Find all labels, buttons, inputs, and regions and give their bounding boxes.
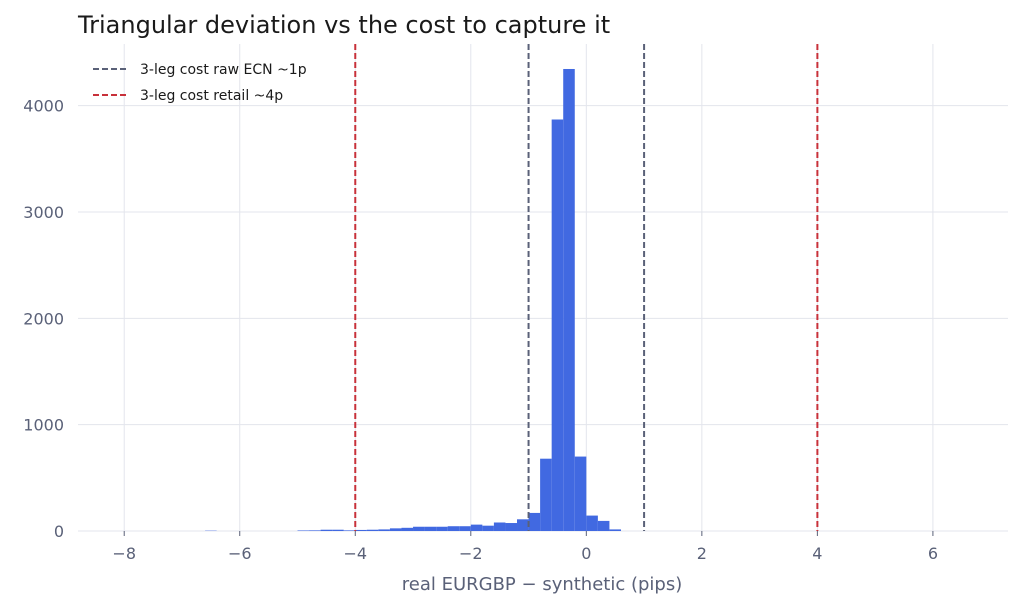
histogram-bar <box>332 529 344 531</box>
histogram-bar <box>540 458 552 531</box>
legend-label: 3-leg cost retail ~4p <box>140 88 283 104</box>
x-tick-label: 4 <box>812 544 822 563</box>
histogram-bar <box>309 530 321 531</box>
y-tick-label: 0 <box>54 522 64 541</box>
histogram-bar <box>597 520 610 531</box>
histogram-bar <box>401 527 414 531</box>
legend: 3-leg cost raw ECN ~1p 3-leg cost retail … <box>93 62 307 104</box>
histogram-bar <box>389 528 402 531</box>
x-axis-label: real EURGBP − synthetic (pips) <box>402 574 683 595</box>
x-tick-label: 6 <box>928 544 938 563</box>
y-tick-label: 2000 <box>23 309 64 328</box>
histogram-bar <box>366 529 379 531</box>
histogram-bars <box>205 68 621 532</box>
histogram-bar <box>586 515 598 531</box>
histogram-bar <box>355 529 367 531</box>
histogram-bar <box>424 526 437 531</box>
histogram-bar <box>517 519 529 531</box>
histogram-bar <box>574 456 587 531</box>
x-tick-label: −6 <box>228 544 252 563</box>
x-tick-label: −2 <box>459 544 483 563</box>
cost-threshold-lines <box>354 44 819 531</box>
y-tick-label: 4000 <box>23 97 64 116</box>
y-tick-label: 3000 <box>23 203 64 222</box>
histogram-bar <box>343 530 356 531</box>
histogram-bar <box>436 526 448 531</box>
x-tick-label: 0 <box>581 544 591 563</box>
histogram-bar <box>505 523 518 531</box>
histogram-bar <box>493 522 506 531</box>
y-tick-label: 1000 <box>23 416 64 435</box>
histogram-bar <box>609 529 621 531</box>
x-axis-ticks: −8 −6 −4 −2 0 2 4 6 <box>112 531 938 563</box>
histogram-bar <box>528 512 541 531</box>
histogram-bar <box>297 530 310 531</box>
histogram-bar <box>563 68 575 532</box>
x-tick-label: −4 <box>343 544 367 563</box>
x-tick-label: 2 <box>697 544 707 563</box>
histogram-bar <box>482 525 494 531</box>
histogram-bar <box>447 526 460 531</box>
histogram-bar <box>320 529 333 531</box>
histogram-bar <box>413 526 425 531</box>
grid <box>78 44 1008 532</box>
x-tick-label: −8 <box>112 544 136 563</box>
legend-label: 3-leg cost raw ECN ~1p <box>140 62 307 78</box>
y-axis-ticks: 0 1000 2000 3000 4000 <box>23 97 64 541</box>
histogram-bar <box>378 529 390 531</box>
histogram-bar <box>470 524 483 531</box>
chart-title: Triangular deviation vs the cost to capt… <box>77 11 610 39</box>
histogram-bar <box>459 526 471 531</box>
histogram-bar <box>551 119 564 531</box>
